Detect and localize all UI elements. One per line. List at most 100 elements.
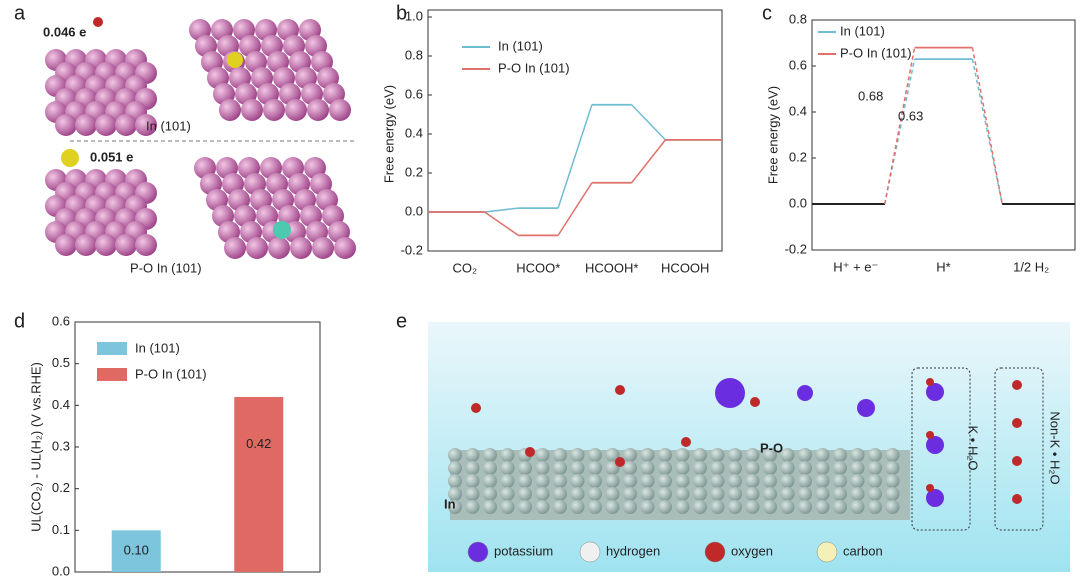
atom — [885, 448, 900, 462]
surface-label: P-O In (101) — [130, 260, 202, 275]
atom — [227, 52, 243, 68]
y-tick-label: -0.2 — [401, 242, 423, 257]
atom — [885, 500, 900, 514]
atom — [535, 474, 550, 488]
annotation: 0.68 — [858, 88, 883, 103]
atom — [483, 474, 497, 488]
atom — [710, 474, 725, 488]
atom — [483, 461, 497, 475]
atom — [763, 500, 777, 514]
y-tick-label: 0.1 — [52, 522, 70, 537]
connector — [971, 58, 1003, 205]
atom — [728, 500, 742, 514]
atom — [710, 448, 725, 462]
y-tick-label: 0.2 — [405, 164, 423, 179]
atom — [693, 461, 707, 475]
atom — [588, 448, 602, 462]
x-tick-label: CO₂ — [452, 260, 477, 275]
atom — [135, 114, 157, 136]
atom — [55, 114, 77, 136]
k-label: K • H₂O — [966, 426, 981, 471]
atom — [640, 461, 655, 475]
atom — [675, 448, 690, 462]
atom — [285, 99, 307, 121]
atom — [798, 474, 812, 488]
atom — [623, 500, 637, 514]
atom — [448, 474, 462, 488]
annotation: 0.63 — [898, 108, 923, 123]
legend-label: In (101) — [498, 38, 543, 53]
atom — [95, 114, 117, 136]
atom — [553, 461, 567, 475]
atom — [850, 474, 865, 488]
atom — [763, 448, 777, 462]
x-tick-label: H⁺ + e⁻ — [833, 259, 878, 274]
atom — [623, 474, 637, 488]
atom — [465, 500, 480, 514]
atom — [640, 500, 655, 514]
atom — [780, 500, 795, 514]
atom — [500, 487, 515, 501]
atom — [615, 457, 625, 467]
plot-frame — [427, 9, 723, 252]
atom — [518, 500, 532, 514]
connector — [557, 104, 593, 209]
atom — [500, 448, 515, 462]
y-tick-label: 0.4 — [52, 397, 70, 412]
atom — [675, 487, 690, 501]
atom — [471, 403, 481, 413]
atom — [1012, 494, 1022, 504]
atom — [815, 474, 830, 488]
atom — [797, 385, 813, 401]
atom — [465, 461, 480, 475]
atom — [93, 17, 103, 27]
atom — [448, 448, 462, 462]
atom — [525, 447, 535, 457]
atom — [710, 500, 725, 514]
atom — [61, 149, 79, 167]
value-label: 0.42 — [246, 436, 271, 451]
y-tick-label: 0.6 — [52, 313, 70, 328]
atom — [615, 385, 625, 395]
substrate-label: In — [444, 496, 456, 511]
atom — [745, 474, 760, 488]
atom — [518, 487, 532, 501]
atom — [868, 474, 882, 488]
panel-label: c — [762, 2, 772, 24]
atom — [658, 448, 672, 462]
atom — [833, 461, 847, 475]
atom — [334, 237, 356, 259]
connector — [484, 207, 519, 213]
connector — [484, 211, 519, 237]
atom — [640, 448, 655, 462]
atom — [500, 500, 515, 514]
atom — [780, 448, 795, 462]
legend-label: In (101) — [135, 340, 180, 355]
atom — [605, 448, 620, 462]
legend-swatch — [704, 541, 726, 563]
atom — [246, 237, 268, 259]
legend-swatch — [816, 541, 838, 563]
x-tick-label: 1/2 H₂ — [1013, 259, 1049, 274]
atom — [745, 461, 760, 475]
atom — [535, 487, 550, 501]
illustrations — [45, 17, 1070, 572]
y-tick-label: -0.2 — [785, 241, 807, 256]
atom — [715, 378, 745, 408]
atom — [483, 487, 497, 501]
y-tick-label: 0.8 — [405, 47, 423, 62]
atom — [728, 461, 742, 475]
y-tick-label: 0.4 — [789, 103, 807, 118]
atom — [570, 500, 585, 514]
atom — [553, 474, 567, 488]
y-axis-label: Free energy (eV) — [381, 85, 396, 183]
atom — [1012, 456, 1022, 466]
atom — [658, 461, 672, 475]
atom — [224, 237, 246, 259]
atom — [95, 234, 117, 256]
atom — [55, 234, 77, 256]
atom — [745, 500, 760, 514]
atom — [570, 461, 585, 475]
atom — [535, 500, 550, 514]
atom — [290, 237, 312, 259]
